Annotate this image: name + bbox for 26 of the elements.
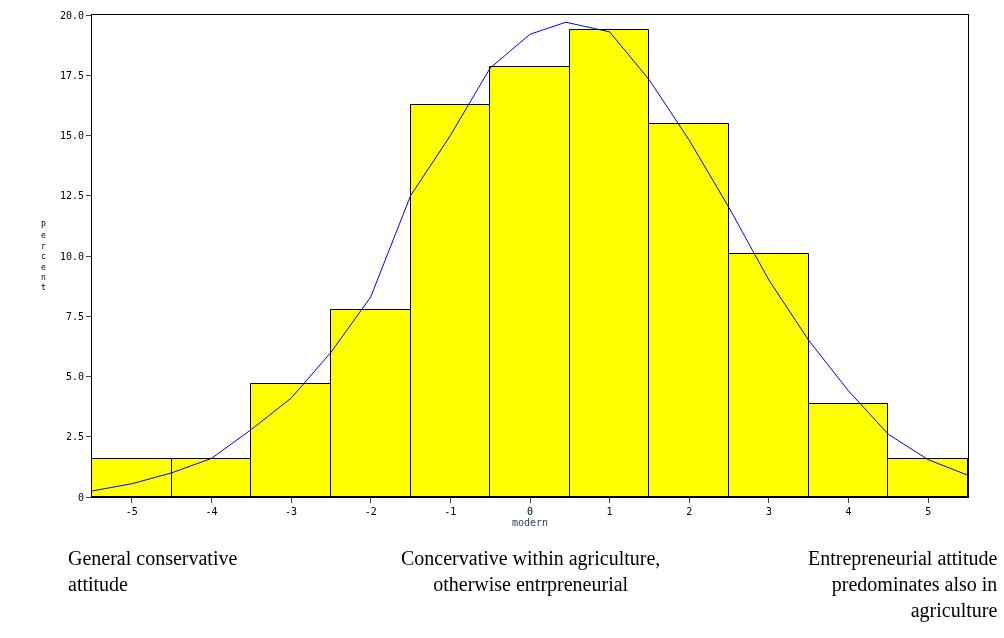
x-tick-label: 0 [526, 506, 534, 517]
y-tick-label: 2.5 [65, 431, 84, 443]
x-tick-label: -4 [205, 506, 218, 517]
x-tick-label: -5 [125, 506, 138, 517]
x-axis-title: modern [511, 517, 549, 528]
x-tick-label: 5 [925, 506, 932, 517]
x-tick-label: 4 [845, 506, 852, 517]
text: General conservative attitude [68, 547, 238, 595]
y-tick-label: 5.0 [65, 371, 84, 382]
x-tick-label: -3 [285, 506, 298, 517]
line-series [92, 21, 968, 492]
x-tick-label: -2 [364, 506, 377, 517]
y-tick-label: 15.0 [59, 130, 84, 141]
y-tick-label: 10.0 [59, 250, 84, 262]
x-tick-label: 2 [686, 506, 693, 517]
y-axis-title: Percent [41, 221, 46, 293]
x-tick-label: 3 [765, 506, 772, 517]
text: Concervative within agriculture, otherwise entrpreneurial [401, 547, 661, 596]
y-tick-label: 20.0 [59, 9, 84, 21]
y-tick-label: 17.5 [59, 69, 84, 81]
y-tick-label: 7.5 [65, 310, 84, 322]
x-tick-label: -1 [444, 506, 457, 517]
text: Entrepreneurial attitude predominates also in agriculture [808, 547, 998, 622]
x-tick-label: 1 [606, 506, 613, 517]
y-tick-label: 0 [77, 491, 84, 503]
y-tick-label: 12.5 [59, 190, 84, 202]
